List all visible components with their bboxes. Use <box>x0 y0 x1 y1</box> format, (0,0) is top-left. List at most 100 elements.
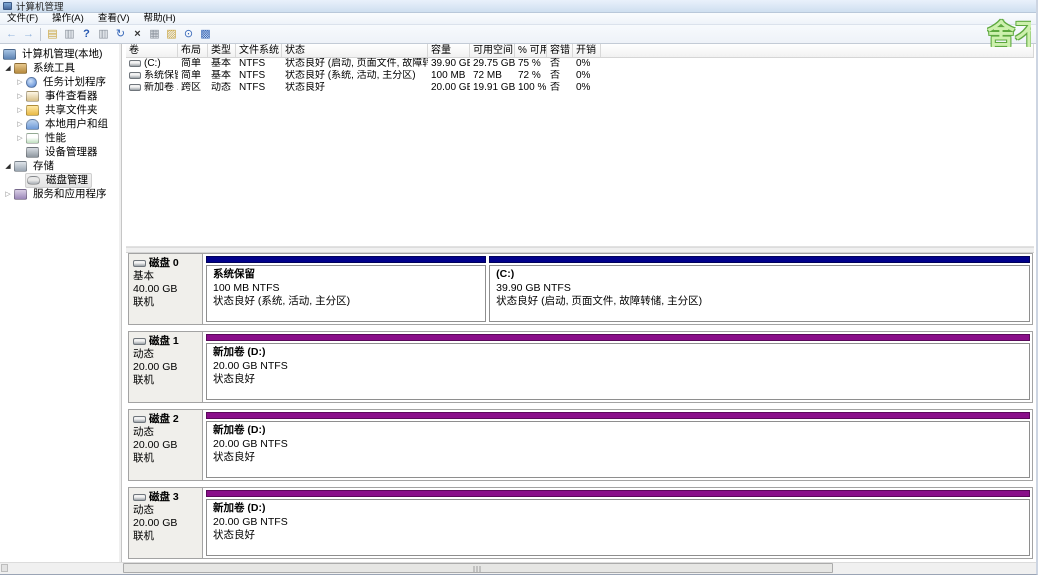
help-icon: ? <box>83 27 90 40</box>
tree-item-device-manager[interactable]: 设备管理器 <box>0 145 121 159</box>
disk-row-2: 磁盘 2 动态 20.00 GB 联机 新加卷 (D:) 20.00 GB NT… <box>128 409 1033 481</box>
menu-bar: 文件(F) 操作(A) 查看(V) 帮助(H) <box>0 13 1036 25</box>
collapse-arrow-icon[interactable]: ▷ <box>17 93 23 100</box>
expand-arrow-icon[interactable]: ◢ <box>5 65 11 72</box>
column-header-capacity[interactable]: 容量 <box>428 44 470 57</box>
tree-item-storage[interactable]: ◢ 存储 <box>0 159 121 173</box>
app-icon <box>3 2 12 10</box>
forward-button[interactable]: → <box>20 27 37 42</box>
column-header-volume[interactable]: 卷 <box>126 44 178 57</box>
scrollbar-thumb[interactable] <box>123 563 833 573</box>
event-viewer-icon <box>26 90 39 102</box>
table-row-volume-new-volume[interactable]: 新加卷 ... 跨区 动态 NTFS 状态良好 20.00 GB 19.91 G… <box>126 82 1034 94</box>
table-row-volume-c[interactable]: (C:) 简单 基本 NTFS 状态良好 (启动, 页面文件, 故障转储, 主分… <box>126 58 1034 70</box>
system-tools-icon <box>14 62 27 74</box>
menu-action[interactable]: 操作(A) <box>52 12 84 24</box>
scrollbar-grip-icon <box>473 566 483 572</box>
properties-button[interactable]: ▦ <box>146 27 163 42</box>
collapse-arrow-icon[interactable]: ▷ <box>17 107 23 114</box>
disk-0-label[interactable]: 磁盘 0 基本 40.00 GB 联机 <box>129 254 203 324</box>
tree-item-event-viewer[interactable]: ▷ 事件查看器 <box>0 89 121 103</box>
shared-folders-icon <box>26 104 39 116</box>
delete-icon: × <box>134 27 141 40</box>
back-button[interactable]: ← <box>3 27 20 42</box>
disk-1-label[interactable]: 磁盘 1 动态 20.00 GB 联机 <box>129 332 203 402</box>
console-window-button[interactable]: ▥ <box>61 27 78 42</box>
computer-icon <box>3 48 16 60</box>
column-header-percent-free[interactable]: % 可用 <box>515 44 547 57</box>
column-header-free-space[interactable]: 可用空间 <box>470 44 515 57</box>
column-header-filesystem[interactable]: 文件系统 <box>236 44 282 57</box>
partition-new-volume-d[interactable]: 新加卷 (D:) 20.00 GB NTFS 状态良好 <box>206 334 1030 400</box>
partition-color-bar <box>206 412 1030 419</box>
disk-icon <box>133 416 146 423</box>
settings-button[interactable]: ▩ <box>197 27 214 42</box>
disk-graphical-view: 磁盘 0 基本 40.00 GB 联机 系统保留 100 MB NTFS 状态良… <box>126 253 1034 562</box>
disk-icon <box>133 338 146 345</box>
partition-system-reserved[interactable]: 系统保留 100 MB NTFS 状态良好 (系统, 活动, 主分区) <box>206 256 487 322</box>
show-console-tree-button[interactable]: ▤ <box>44 27 61 42</box>
tree-item-task-scheduler[interactable]: ▷ 任务计划程序 <box>0 75 121 89</box>
search-button[interactable]: ⊙ <box>180 27 197 42</box>
expand-arrow-icon[interactable]: ◢ <box>5 163 11 170</box>
performance-icon <box>26 132 39 144</box>
title-bar[interactable]: 计算机管理 <box>0 0 1036 13</box>
tree-item-services-applications[interactable]: ▷ 服务和应用程序 <box>0 187 121 201</box>
action-pane-icon: ▥ <box>98 27 109 40</box>
disk-row-3: 磁盘 3 动态 20.00 GB 联机 新加卷 (D:) 20.00 GB NT… <box>128 487 1033 559</box>
tree-item-performance[interactable]: ▷ 性能 <box>0 131 121 145</box>
volume-icon <box>129 84 141 91</box>
disk-icon <box>133 260 146 267</box>
pane-splitter[interactable] <box>126 247 1034 253</box>
disk-2-label[interactable]: 磁盘 2 动态 20.00 GB 联机 <box>129 410 203 480</box>
search-icon: ⊙ <box>183 27 194 40</box>
tree-item-shared-folders[interactable]: ▷ 共享文件夹 <box>0 103 121 117</box>
partition-color-bar <box>489 256 1030 263</box>
tree-item-computer-management[interactable]: 计算机管理(本地) <box>0 47 121 61</box>
partition-new-volume-d[interactable]: 新加卷 (D:) 20.00 GB NTFS 状态良好 <box>206 490 1030 556</box>
disk-3-label[interactable]: 磁盘 3 动态 20.00 GB 联机 <box>129 488 203 558</box>
column-header-fault-tolerance[interactable]: 容错 <box>547 44 573 57</box>
menu-help[interactable]: 帮助(H) <box>143 12 176 24</box>
partition-color-bar <box>206 256 487 263</box>
refresh-button[interactable]: ↻ <box>112 27 129 42</box>
help-button[interactable]: ? <box>78 27 95 42</box>
horizontal-scrollbar[interactable] <box>123 563 1033 573</box>
open-button[interactable]: ▨ <box>163 27 180 42</box>
collapse-arrow-icon[interactable]: ▷ <box>17 121 23 128</box>
task-scheduler-icon <box>26 76 37 88</box>
column-header-overhead[interactable]: 开销 <box>573 44 601 57</box>
toolbar-separator <box>40 27 41 41</box>
toolbar: ← → ▤ ▥ ? ▥ ↻ × ▦ ▨ ⊙ ▩ <box>0 25 1036 44</box>
menu-view[interactable]: 查看(V) <box>97 12 130 24</box>
tree-item-local-users-groups[interactable]: ▷ 本地用户和组 <box>0 117 121 131</box>
tree-item-disk-management[interactable]: 磁盘管理 <box>0 172 121 188</box>
action-pane-button[interactable]: ▥ <box>95 27 112 42</box>
column-header-status[interactable]: 状态 <box>282 44 428 57</box>
disk-icon <box>133 494 146 501</box>
properties-icon: ▦ <box>149 27 160 40</box>
collapse-arrow-icon[interactable]: ▷ <box>17 79 23 86</box>
delete-button[interactable]: × <box>129 27 146 42</box>
collapse-arrow-icon[interactable]: ▷ <box>5 191 11 198</box>
selected-tree-item: 磁盘管理 <box>25 172 92 188</box>
column-header-layout[interactable]: 布局 <box>178 44 208 57</box>
partition-c[interactable]: (C:) 39.90 GB NTFS 状态良好 (启动, 页面文件, 故障转储,… <box>489 256 1030 322</box>
volume-list: 卷 布局 类型 文件系统 状态 容量 可用空间 % 可用 容错 开销 (C:) … <box>126 44 1034 247</box>
tree-item-system-tools[interactable]: ◢ 系统工具 <box>0 61 121 75</box>
menu-file[interactable]: 文件(F) <box>7 12 39 24</box>
sidebar-scroll-corner <box>1 564 8 572</box>
partition-color-bar <box>206 334 1030 341</box>
table-row-volume-system-reserved[interactable]: 系统保留 简单 基本 NTFS 状态良好 (系统, 活动, 主分区) 100 M… <box>126 70 1034 82</box>
device-manager-icon <box>26 146 39 158</box>
back-icon: ← <box>6 27 17 40</box>
disk-management-pane: 卷 布局 类型 文件系统 状态 容量 可用空间 % 可用 容错 开销 (C:) … <box>126 44 1034 562</box>
local-users-icon <box>26 118 39 130</box>
forward-icon: → <box>23 27 34 40</box>
storage-icon <box>14 160 27 172</box>
collapse-arrow-icon[interactable]: ▷ <box>17 135 23 142</box>
column-header-type[interactable]: 类型 <box>208 44 236 57</box>
partition-new-volume-d[interactable]: 新加卷 (D:) 20.00 GB NTFS 状态良好 <box>206 412 1030 478</box>
console-tree: 计算机管理(本地) ◢ 系统工具 ▷ 任务计划程序 ▷ 事件查看器 ▷ 共享文件… <box>0 44 122 562</box>
